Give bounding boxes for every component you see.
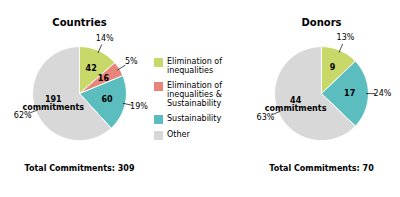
html-text:Sustainability: Sustainability bbox=[167, 114, 222, 124]
svg-text:14%: 14% bbox=[96, 34, 114, 43]
svg-text:24%: 24% bbox=[374, 89, 392, 98]
svg-text:191commitments: 191commitments bbox=[23, 95, 85, 112]
svg-text:Total Commitments: 70: Total Commitments: 70 bbox=[269, 164, 374, 173]
svg-text:63%: 63% bbox=[257, 113, 275, 122]
html-text:Elimination of inequalities: Elimination of inequalities bbox=[167, 56, 223, 75]
html-text:Other: Other bbox=[167, 130, 190, 140]
svg-text:62%: 62% bbox=[14, 111, 32, 120]
svg-text:Countries: Countries bbox=[52, 17, 106, 28]
svg-text:42: 42 bbox=[86, 64, 97, 73]
svg-text:17: 17 bbox=[344, 89, 355, 98]
svg-text:Total Commitments: 309: Total Commitments: 309 bbox=[25, 164, 135, 173]
svg-text:9: 9 bbox=[330, 63, 336, 72]
svg-text:19%: 19% bbox=[130, 102, 148, 111]
svg-text:44commitments: 44commitments bbox=[265, 96, 327, 113]
svg-text:13%: 13% bbox=[337, 33, 355, 42]
svg-text:5%: 5% bbox=[125, 57, 138, 66]
svg-text:Donors: Donors bbox=[301, 17, 341, 28]
svg-text:16: 16 bbox=[98, 74, 110, 83]
svg-text:60: 60 bbox=[101, 95, 113, 104]
html-text:Elimination of inequalities &: Elimination of inequalities & Sustainabi… bbox=[167, 80, 223, 109]
